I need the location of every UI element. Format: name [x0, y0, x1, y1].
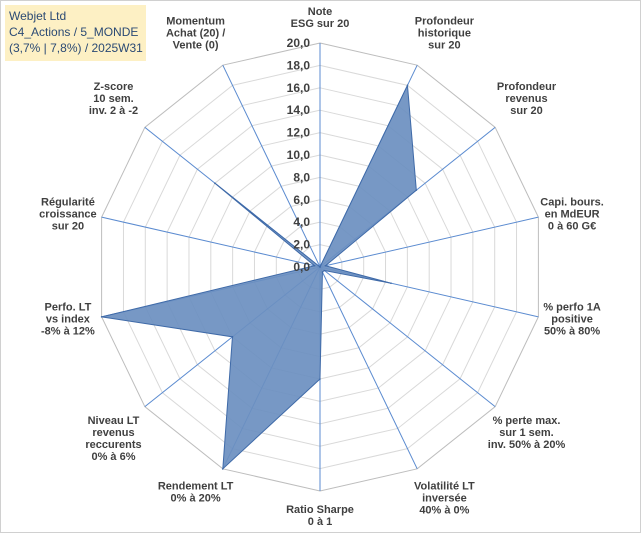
spoke-3	[319, 216, 539, 268]
axis-label-line: inv. 2 à -2	[89, 105, 138, 117]
axis-label-line: revenus	[92, 427, 134, 439]
axis-label-line: % perte max.	[493, 415, 561, 427]
axis-label-line: reccurents	[85, 439, 141, 451]
period-label: (3,7% | 7,8%) / 2025W31	[9, 41, 143, 55]
axis-label-line: Volatilité LT	[414, 481, 475, 493]
axis-label-line: vs index	[46, 314, 91, 326]
data-point-5	[323, 269, 326, 272]
spoke-5	[319, 266, 496, 408]
tick-label-3: 6,0	[293, 193, 310, 207]
axis-label-line: 50% à 80%	[544, 326, 600, 338]
tick-label-6: 12,0	[287, 126, 311, 140]
axis-label-5: % perte max.sur 1 sem.inv. 50% à 20%	[488, 415, 566, 451]
spoke-11	[101, 216, 321, 268]
chart-title-box: Webjet Ltd C4_Actions / 5_MONDE (3,7% | …	[5, 5, 146, 61]
axis-label-line: Niveau LT	[88, 415, 140, 427]
axis-label-line: 10 sem.	[93, 93, 133, 105]
tick-label-1: 2,0	[293, 238, 310, 252]
tick-label-5: 10,0	[287, 148, 311, 162]
data-point-4	[390, 282, 392, 284]
tick-label-2: 4,0	[293, 215, 310, 229]
axis-label-line: Profondeur	[497, 81, 557, 93]
axis-label-line: 0 à 60 G€	[548, 220, 596, 232]
axis-label-line: Ratio Sharpe	[286, 504, 354, 516]
axis-label-line: revenus	[505, 93, 547, 105]
axis-label-line: sur 20	[428, 39, 460, 51]
data-point-3	[324, 264, 327, 267]
axis-label-line: Rendement LT	[158, 481, 234, 493]
axis-label-line: Régularité	[41, 196, 95, 208]
tick-label-10: 20,0	[287, 36, 311, 50]
company-name: Webjet Ltd	[9, 9, 67, 23]
tick-label-9: 18,0	[287, 58, 311, 72]
tick-label-8: 16,0	[287, 81, 311, 95]
spoke-13	[222, 64, 321, 268]
axis-label-line: -8% à 12%	[41, 326, 95, 338]
axis-label-8: Rendement LT0% à 20%	[158, 481, 234, 505]
axis-label-line: Momentum	[166, 15, 225, 27]
axis-label-line: Achat (20) /	[166, 27, 225, 39]
axis-label-line: inversée	[422, 493, 467, 505]
axis-label-line: sur 1 sem.	[499, 427, 553, 439]
data-point-10	[100, 316, 103, 318]
data-point-2	[415, 189, 418, 191]
axis-label-line: historique	[418, 27, 471, 39]
axis-label-line: Note	[308, 6, 332, 18]
axis-label-line: 0% à 6%	[91, 451, 135, 463]
universe-label: C4_Actions / 5_MONDE	[9, 25, 139, 39]
axis-label-line: Capi. bours.	[540, 196, 604, 208]
tick-label-4: 8,0	[293, 170, 310, 184]
axis-label-line: Profondeur	[415, 15, 475, 27]
data-point-7	[319, 378, 321, 380]
axis-label-line: % perfo 1A	[543, 302, 601, 314]
series-area	[101, 83, 417, 471]
axis-label-line: 0% à 20%	[171, 493, 221, 505]
tick-label-0: 0,0	[293, 260, 310, 274]
data-point-11	[313, 264, 316, 267]
data-point-13	[319, 266, 321, 268]
axis-label-line: 40% à 0%	[419, 505, 469, 517]
axis-label-line: Z-score	[94, 81, 134, 93]
axis-label-line: Perfo. LT	[44, 302, 91, 314]
axis-label-line: ESG sur 20	[291, 18, 350, 30]
data-point-6	[321, 271, 324, 273]
axis-label-line: positive	[551, 314, 593, 326]
spoke-6	[319, 266, 418, 470]
tick-label-7: 14,0	[287, 103, 311, 117]
data-point-9	[231, 336, 234, 338]
axis-label-line: inv. 50% à 20%	[488, 439, 566, 451]
axis-label-line: sur 20	[510, 105, 542, 117]
axis-label-line: sur 20	[52, 220, 84, 232]
data-point-12	[214, 182, 216, 185]
axis-label-line: Vente (0)	[173, 39, 219, 51]
data-point-8	[222, 468, 224, 470]
axis-label-line: 0 à 1	[308, 516, 332, 528]
axis-label-line: en MdEUR	[545, 208, 600, 220]
axis-label-line: croissance	[39, 208, 96, 220]
data-point-1	[406, 84, 409, 87]
